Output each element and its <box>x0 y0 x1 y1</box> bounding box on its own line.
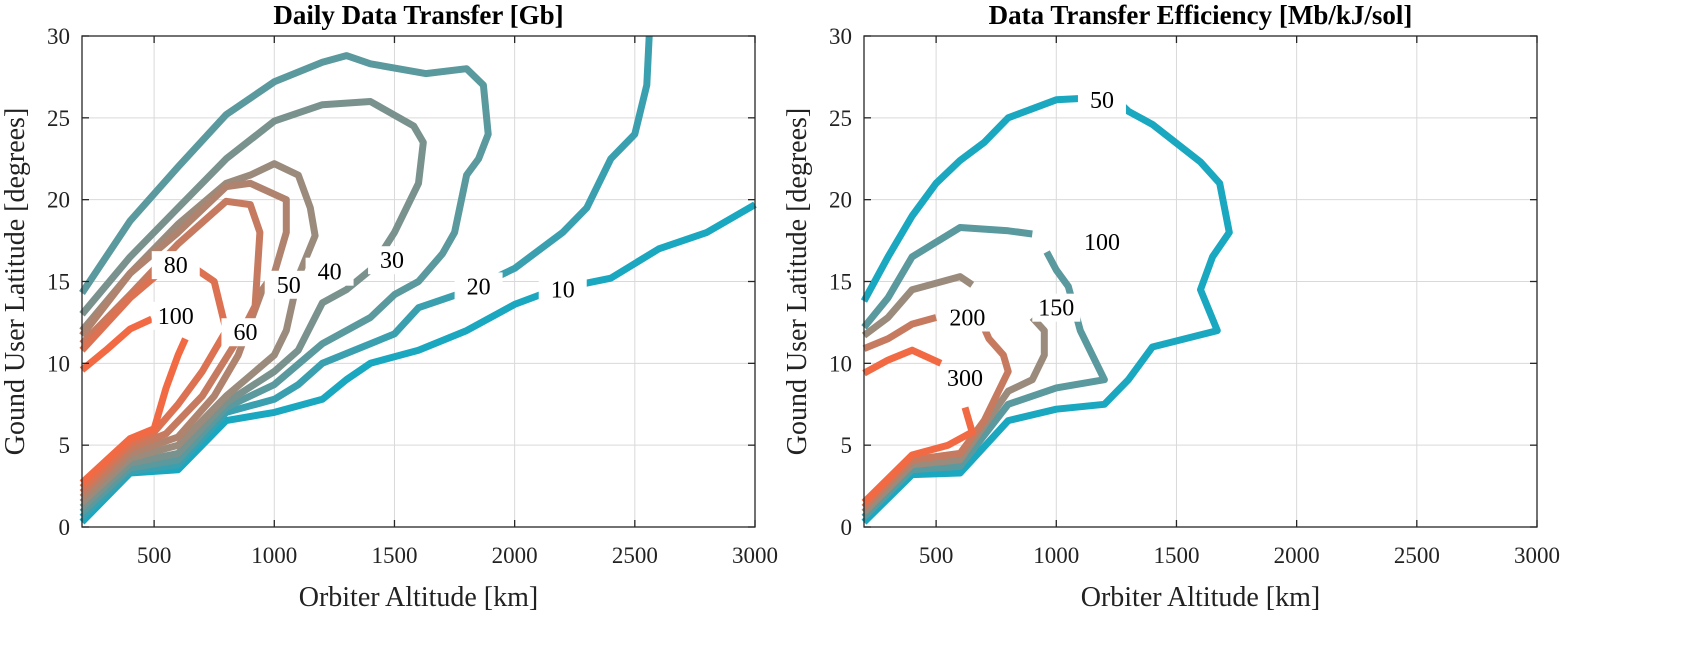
chart-data-transfer-efficiency: Data Transfer Efficiency [Mb/kJ/sol] Orb… <box>782 0 1560 613</box>
chart-title: Daily Data Transfer [Gb] <box>273 0 563 30</box>
contour-line-100 <box>79 315 154 373</box>
plot-frame <box>81 35 756 528</box>
y-axis-label: Gound User Latitude [degrees] <box>0 108 31 456</box>
x-tick-label: 2500 <box>1394 543 1440 568</box>
y-tick-label: 5 <box>59 433 71 458</box>
contour-label-bg <box>151 301 200 330</box>
contour-label-100: 100 <box>1084 230 1120 256</box>
x-tick-label: 1500 <box>371 543 417 568</box>
x-tick-label: 1000 <box>251 543 297 568</box>
contour-label-bg <box>305 257 354 286</box>
x-tick-label: 500 <box>137 543 172 568</box>
x-tick-label: 2000 <box>1274 543 1320 568</box>
y-tick-label: 0 <box>59 515 71 540</box>
contour-line-150 <box>861 273 975 339</box>
contour-line-100 <box>79 337 189 486</box>
y-tick-label: 20 <box>829 188 852 213</box>
y-tick-label: 30 <box>47 24 70 49</box>
x-tick-label: 2000 <box>492 543 538 568</box>
y-axis-label: Gound User Latitude [degrees] <box>782 108 813 456</box>
contour-label-150: 150 <box>1038 296 1074 322</box>
contour-line-10 <box>79 201 757 525</box>
contour-line-200 <box>862 314 938 352</box>
y-tick-label: 10 <box>829 351 852 376</box>
contour-label-bg <box>454 272 503 301</box>
contour-label-30: 30 <box>380 248 404 274</box>
axis-ticks: 500 1000 1500 2000 2500 3000 0 5 10 15 20 25 30 <box>829 24 1560 568</box>
contour-label-50: 50 <box>277 273 301 299</box>
contour-line-50 <box>860 94 1233 525</box>
x-tick-label: 3000 <box>1514 543 1560 568</box>
contour-lines <box>79 35 757 525</box>
y-tick-label: 25 <box>47 106 70 131</box>
contour-label-10: 10 <box>551 278 575 304</box>
contour-label-20: 20 <box>467 274 491 300</box>
contour-label-bg <box>264 270 313 299</box>
contour-labels: 10 20 30 40 50 60 80 100 <box>151 246 587 347</box>
contour-label-bg <box>940 364 989 393</box>
x-tick-label: 3000 <box>732 543 778 568</box>
y-tick-label: 15 <box>829 270 852 295</box>
contour-label-bg <box>1077 228 1126 257</box>
contour-line-200 <box>861 316 1012 510</box>
x-axis-label: Orbiter Altitude [km] <box>299 582 539 613</box>
x-axis-label: Orbiter Altitude [km] <box>1081 582 1321 613</box>
contour-line-50 <box>79 160 319 505</box>
chart-daily-data-transfer: Daily Data Transfer [Gb] Orbiter Altitud… <box>0 0 778 613</box>
contour-line-40 <box>79 98 427 510</box>
x-tick-label: 2500 <box>612 543 658 568</box>
contour-label-300: 300 <box>947 366 983 392</box>
y-tick-label: 5 <box>841 433 853 458</box>
y-tick-label: 20 <box>47 188 70 213</box>
chart-title: Data Transfer Efficiency [Mb/kJ/sol] <box>989 0 1413 30</box>
contour-label-bg <box>151 251 200 280</box>
x-tick-label: 1000 <box>1033 543 1079 568</box>
contour-line-300 <box>862 346 943 377</box>
contour-line-30 <box>79 52 492 515</box>
plot-frame <box>863 35 1538 528</box>
y-tick-label: 30 <box>829 24 852 49</box>
contour-label-bg <box>1032 293 1081 322</box>
contour-label-40: 40 <box>318 260 342 286</box>
contour-label-bg <box>221 318 270 347</box>
contour-label-bg <box>943 303 992 332</box>
contour-label-bg <box>538 275 587 304</box>
contour-line-100 <box>861 250 1108 520</box>
contour-lines <box>860 94 1233 525</box>
axis-ticks: 500 1000 1500 2000 2500 3000 0 5 10 15 20 25 30 <box>47 24 778 568</box>
contour-label-60: 60 <box>233 320 257 346</box>
contour-label-100: 100 <box>158 304 194 330</box>
contour-label-bg <box>1077 85 1126 114</box>
contour-label-80: 80 <box>164 253 188 279</box>
contour-label-bg <box>368 246 417 275</box>
y-tick-label: 10 <box>47 351 70 376</box>
contour-line-300 <box>861 406 976 505</box>
x-tick-label: 500 <box>919 543 954 568</box>
x-tick-label: 1500 <box>1153 543 1199 568</box>
contour-line-150 <box>861 315 1048 515</box>
contour-label-50: 50 <box>1090 88 1114 114</box>
contour-line-60 <box>79 179 290 501</box>
contour-label-200: 200 <box>949 306 985 332</box>
contour-line-100 <box>861 224 1033 330</box>
y-tick-label: 15 <box>47 270 70 295</box>
contour-labels: 50 100 150 200 300 <box>940 85 1126 393</box>
y-tick-label: 0 <box>841 515 853 540</box>
y-tick-label: 25 <box>829 106 852 131</box>
